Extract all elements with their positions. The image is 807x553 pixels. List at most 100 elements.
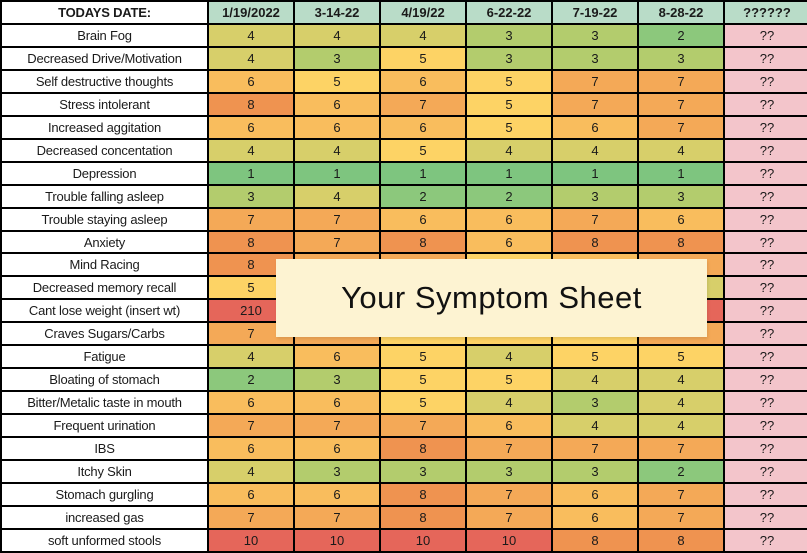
symptom-value-cell[interactable]: 8 xyxy=(379,436,467,462)
symptom-value-cell[interactable]: 4 xyxy=(551,137,639,163)
symptom-value-cell[interactable]: 8 xyxy=(379,229,467,255)
symptom-value-cell[interactable]: 6 xyxy=(207,436,295,462)
symptom-value-cell[interactable]: 8 xyxy=(207,91,295,117)
symptom-value-cell[interactable]: 1 xyxy=(207,160,295,186)
symptom-value-cell[interactable]: 10 xyxy=(379,527,467,553)
unknown-value-cell[interactable]: ?? xyxy=(723,344,807,370)
symptom-value-cell[interactable]: 5 xyxy=(465,91,553,117)
symptom-value-cell[interactable]: 3 xyxy=(293,367,381,393)
symptom-value-cell[interactable]: 3 xyxy=(551,459,639,485)
unknown-value-cell[interactable]: ?? xyxy=(723,160,807,186)
unknown-value-cell[interactable]: ?? xyxy=(723,137,807,163)
unknown-value-cell[interactable]: ?? xyxy=(723,45,807,71)
symptom-value-cell[interactable]: 5 xyxy=(379,390,467,416)
row-label-cell[interactable]: Anxiety xyxy=(0,229,209,255)
symptom-value-cell[interactable]: 6 xyxy=(207,482,295,507)
row-label-cell[interactable]: Mind Racing xyxy=(0,252,209,278)
symptom-value-cell[interactable]: 3 xyxy=(551,390,639,416)
date-header-cell[interactable]: ?????? xyxy=(723,0,807,25)
symptom-value-cell[interactable]: 4 xyxy=(637,367,725,393)
symptom-value-cell[interactable]: 8 xyxy=(379,482,467,507)
date-header-cell[interactable]: 4/19/22 xyxy=(379,0,467,25)
symptom-value-cell[interactable]: 6 xyxy=(379,114,467,140)
symptom-value-cell[interactable]: 6 xyxy=(551,482,639,507)
row-label-cell[interactable]: Craves Sugars/Carbs xyxy=(0,321,209,347)
symptom-value-cell[interactable]: 6 xyxy=(379,206,467,232)
symptom-value-cell[interactable]: 6 xyxy=(293,482,381,507)
unknown-value-cell[interactable]: ?? xyxy=(723,22,807,48)
row-label-cell[interactable]: Fatigue xyxy=(0,344,209,370)
unknown-value-cell[interactable]: ?? xyxy=(723,114,807,140)
symptom-value-cell[interactable]: 3 xyxy=(293,45,381,71)
symptom-value-cell[interactable]: 7 xyxy=(551,436,639,462)
symptom-value-cell[interactable]: 7 xyxy=(293,229,381,255)
symptom-value-cell[interactable]: 7 xyxy=(551,91,639,117)
row-label-cell[interactable]: Trouble staying asleep xyxy=(0,206,209,232)
symptom-value-cell[interactable]: 4 xyxy=(207,45,295,71)
symptom-value-cell[interactable]: 8 xyxy=(379,504,467,530)
symptom-value-cell[interactable]: 5 xyxy=(293,68,381,94)
symptom-value-cell[interactable]: 7 xyxy=(465,436,553,462)
symptom-value-cell[interactable]: 7 xyxy=(207,504,295,530)
symptom-value-cell[interactable]: 6 xyxy=(293,91,381,117)
row-label-cell[interactable]: Bitter/Metalic taste in mouth xyxy=(0,390,209,416)
unknown-value-cell[interactable]: ?? xyxy=(723,367,807,393)
unknown-value-cell[interactable]: ?? xyxy=(723,229,807,255)
symptom-value-cell[interactable]: 2 xyxy=(637,459,725,485)
symptom-value-cell[interactable]: 1 xyxy=(293,160,381,186)
row-label-cell[interactable]: Decreased Drive/Motivation xyxy=(0,45,209,71)
symptom-value-cell[interactable]: 4 xyxy=(465,137,553,163)
symptom-value-cell[interactable]: 5 xyxy=(379,367,467,393)
symptom-value-cell[interactable]: 3 xyxy=(465,45,553,71)
symptom-value-cell[interactable]: 8 xyxy=(551,527,639,553)
row-label-cell[interactable]: Increased aggitation xyxy=(0,114,209,140)
unknown-value-cell[interactable]: ?? xyxy=(723,321,807,347)
symptom-value-cell[interactable]: 10 xyxy=(465,527,553,553)
symptom-value-cell[interactable]: 7 xyxy=(293,206,381,232)
symptom-value-cell[interactable]: 3 xyxy=(379,459,467,485)
symptom-value-cell[interactable]: 4 xyxy=(293,22,381,48)
symptom-value-cell[interactable]: 3 xyxy=(551,45,639,71)
row-label-cell[interactable]: Decreased memory recall xyxy=(0,275,209,301)
row-label-cell[interactable]: Stomach gurgling xyxy=(0,482,209,507)
symptom-value-cell[interactable]: 8 xyxy=(637,229,725,255)
symptom-value-cell[interactable]: 7 xyxy=(637,504,725,530)
symptom-value-cell[interactable]: 4 xyxy=(207,22,295,48)
symptom-value-cell[interactable]: 4 xyxy=(293,137,381,163)
symptom-value-cell[interactable]: 3 xyxy=(207,183,295,209)
symptom-value-cell[interactable]: 7 xyxy=(465,504,553,530)
symptom-value-cell[interactable]: 6 xyxy=(551,504,639,530)
unknown-value-cell[interactable]: ?? xyxy=(723,91,807,117)
symptom-value-cell[interactable]: 2 xyxy=(465,183,553,209)
symptom-value-cell[interactable]: 4 xyxy=(465,344,553,370)
row-label-cell[interactable]: Itchy Skin xyxy=(0,459,209,485)
row-label-cell[interactable]: Decreased concentation xyxy=(0,137,209,163)
symptom-value-cell[interactable]: 4 xyxy=(637,413,725,439)
symptom-value-cell[interactable]: 4 xyxy=(551,413,639,439)
symptom-value-cell[interactable]: 7 xyxy=(551,68,639,94)
unknown-value-cell[interactable]: ?? xyxy=(723,68,807,94)
date-header-cell[interactable]: 8-28-22 xyxy=(637,0,725,25)
symptom-value-cell[interactable]: 1 xyxy=(379,160,467,186)
symptom-value-cell[interactable]: 8 xyxy=(207,229,295,255)
date-header-cell[interactable]: 7-19-22 xyxy=(551,0,639,25)
date-header-cell[interactable]: 1/19/2022 xyxy=(207,0,295,25)
symptom-value-cell[interactable]: 2 xyxy=(207,367,295,393)
unknown-value-cell[interactable]: ?? xyxy=(723,183,807,209)
symptom-value-cell[interactable]: 10 xyxy=(207,527,295,553)
symptom-value-cell[interactable]: 4 xyxy=(207,137,295,163)
row-label-cell[interactable]: Brain Fog xyxy=(0,22,209,48)
symptom-value-cell[interactable]: 4 xyxy=(637,390,725,416)
symptom-value-cell[interactable]: 3 xyxy=(465,459,553,485)
symptom-value-cell[interactable]: 10 xyxy=(293,527,381,553)
unknown-value-cell[interactable]: ?? xyxy=(723,527,807,553)
symptom-value-cell[interactable]: 4 xyxy=(465,390,553,416)
symptom-value-cell[interactable]: 7 xyxy=(379,413,467,439)
unknown-value-cell[interactable]: ?? xyxy=(723,504,807,530)
symptom-value-cell[interactable]: 7 xyxy=(551,206,639,232)
symptom-value-cell[interactable]: 4 xyxy=(293,183,381,209)
symptom-value-cell[interactable]: 3 xyxy=(551,22,639,48)
symptom-value-cell[interactable]: 5 xyxy=(465,114,553,140)
symptom-value-cell[interactable]: 8 xyxy=(637,527,725,553)
date-header-cell[interactable]: 3-14-22 xyxy=(293,0,381,25)
